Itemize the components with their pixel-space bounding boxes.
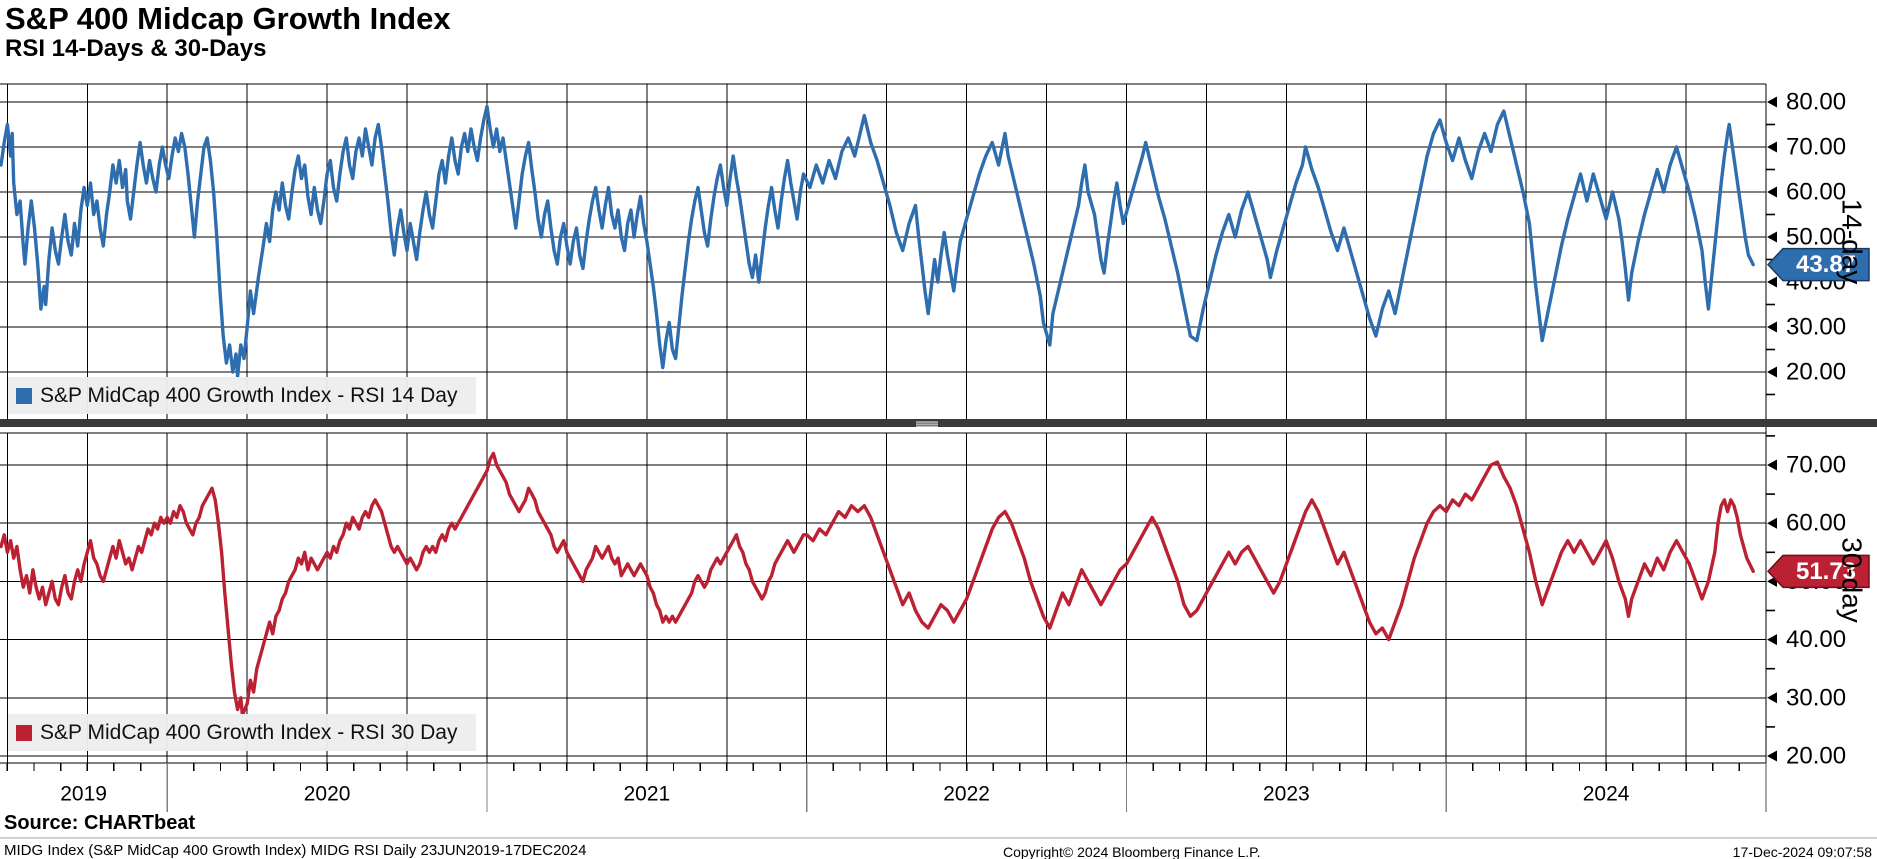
ytick-label: 60.00 — [1786, 510, 1846, 537]
ytick-arrow-icon — [1767, 276, 1777, 288]
ytick-arrow-icon — [1767, 231, 1777, 243]
ytick-arrow-icon — [1767, 186, 1777, 198]
ytick-arrow-icon — [1767, 459, 1777, 471]
ytick-label: 20.00 — [1786, 743, 1846, 770]
year-label: 2024 — [1583, 783, 1630, 806]
axis-title-rsi30: 30-day — [1837, 537, 1868, 623]
legend-rsi-30-day[interactable]: S&P MidCap 400 Growth Index - RSI 30 Day — [8, 714, 476, 751]
chart-header: S&P 400 Midcap Growth Index RSI 14-Days … — [5, 2, 451, 62]
ytick-label: 80.00 — [1786, 89, 1846, 116]
page-title: S&P 400 Midcap Growth Index — [5, 1, 451, 36]
panel-separator — [0, 419, 1877, 427]
year-label: 2019 — [60, 783, 107, 806]
legend-rsi-14-day[interactable]: S&P MidCap 400 Growth Index - RSI 14 Day — [8, 377, 476, 414]
x-axis: 2019 2020 2021 2022 2023 2024 — [6, 763, 1767, 812]
ticker-description: MIDG Index (S&P MidCap 400 Growth Index)… — [4, 842, 587, 859]
panel-resize-handle-icon[interactable] — [916, 421, 938, 427]
source-label: Source: CHARTbeat — [4, 812, 196, 834]
ytick-label: 20.00 — [1786, 359, 1846, 386]
badge-value: 51.73 — [1796, 558, 1856, 585]
year-label: 2021 — [624, 783, 671, 806]
ytick-label: 30.00 — [1786, 314, 1846, 341]
ytick-label: 50.00 — [1786, 224, 1846, 251]
chart-subtitle: RSI 14-Days & 30-Days — [5, 35, 267, 62]
ytick-arrow-icon — [1767, 96, 1777, 108]
year-label: 2023 — [1263, 783, 1310, 806]
timestamp: 17-Dec-2024 09:07:58 — [1732, 844, 1872, 859]
ytick-label: 40.00 — [1786, 626, 1846, 653]
ytick-arrow-icon — [1767, 366, 1777, 378]
ytick-arrow-icon — [1767, 750, 1777, 762]
gridlines-panel-rsi30 — [0, 432, 1766, 763]
gridlines-panel-rsi14 — [0, 83, 1766, 419]
rsi14-current-value-badge: 43.87 — [1766, 247, 1870, 282]
rsi30-line — [0, 451, 1755, 717]
ytick-label: 30.00 — [1786, 684, 1846, 711]
ytick-arrow-icon — [1767, 321, 1777, 333]
legend-label-rsi30: S&P MidCap 400 Growth Index - RSI 30 Day — [40, 720, 458, 744]
badge-value: 43.87 — [1796, 251, 1856, 278]
ytick-label: 70.00 — [1786, 134, 1846, 161]
legend-swatch-rsi14-icon — [16, 387, 32, 404]
copyright-notice: Copyright© 2024 Bloomberg Finance L.P. — [1003, 844, 1261, 859]
ytick-arrow-icon — [1767, 141, 1777, 153]
ytick-arrow-icon — [1767, 517, 1777, 529]
year-label: 2022 — [943, 783, 990, 806]
ytick-label: 70.00 — [1786, 452, 1846, 479]
legend-label-rsi14: S&P MidCap 400 Growth Index - RSI 14 Day — [40, 383, 458, 407]
ytick-arrow-icon — [1767, 692, 1777, 704]
ytick-arrow-icon — [1767, 634, 1777, 646]
rsi14-line — [0, 104, 1755, 379]
legend-swatch-rsi30-icon — [16, 724, 32, 741]
rsi30-current-value-badge: 51.73 — [1766, 554, 1870, 589]
year-label: 2020 — [304, 783, 351, 806]
ytick-label: 60.00 — [1786, 179, 1846, 206]
axis-title-rsi14: 14-day — [1837, 199, 1868, 285]
